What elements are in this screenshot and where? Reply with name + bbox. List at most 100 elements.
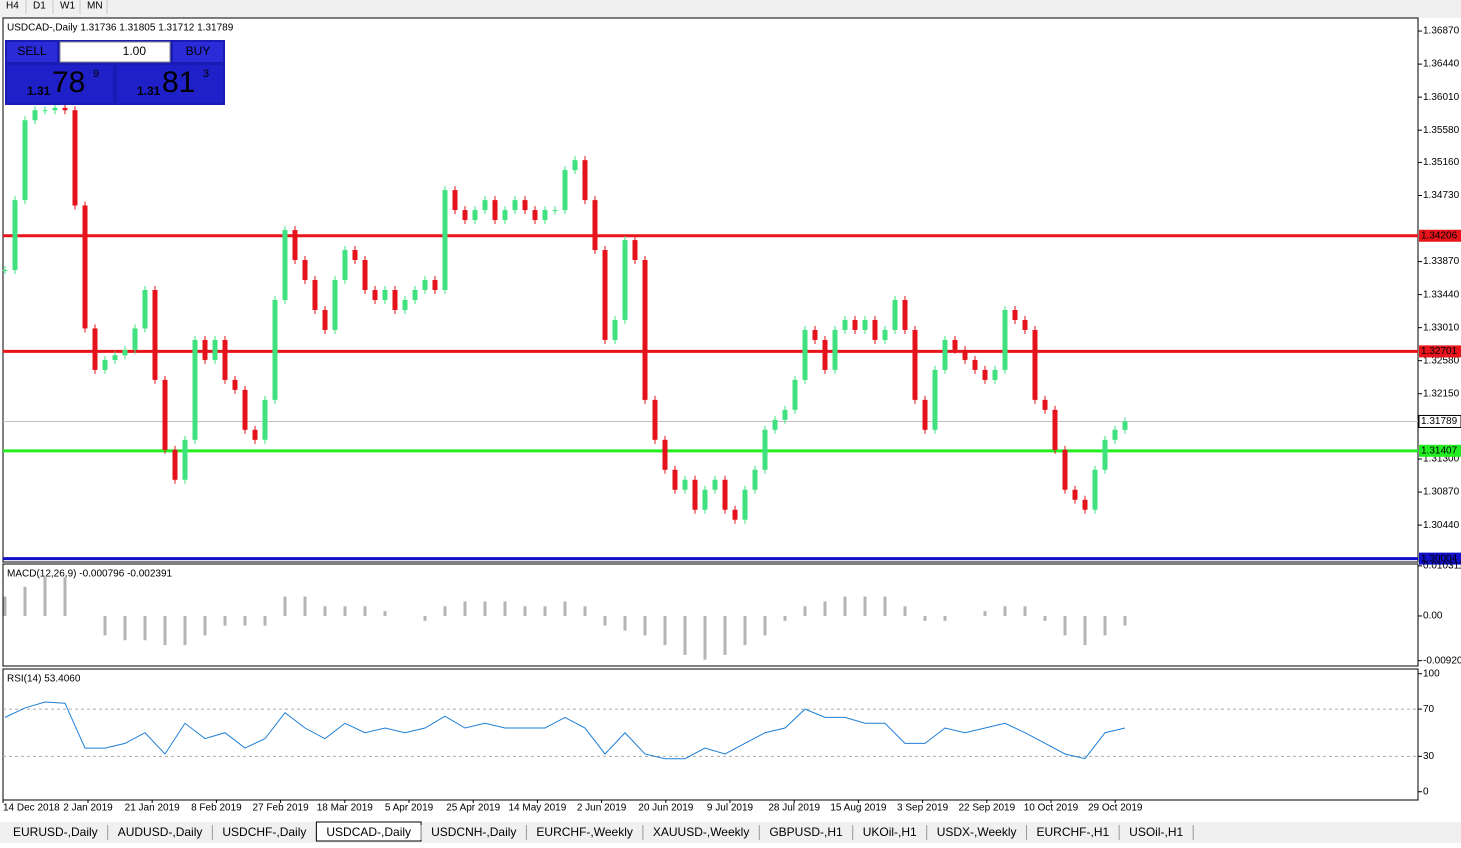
- candle: [492, 200, 498, 221]
- macd-bar: [443, 606, 447, 616]
- y-tick-label: 0: [1423, 786, 1429, 797]
- tab-label[interactable]: AUDUSD-,Daily: [118, 825, 203, 839]
- macd-bar: [363, 606, 367, 616]
- timeframe-button[interactable]: H4: [6, 1, 19, 12]
- x-tick-label: 27 Feb 2019: [253, 803, 310, 814]
- sell-label[interactable]: SELL: [17, 44, 47, 58]
- candle: [712, 479, 718, 490]
- rsi-line: [4, 701, 1126, 760]
- candle: [542, 210, 548, 221]
- level-label: 1.32701: [1421, 346, 1458, 357]
- candle: [282, 230, 288, 300]
- candle: [272, 299, 278, 400]
- macd-bar: [543, 606, 547, 616]
- y-tick-label: 1.35160: [1423, 157, 1460, 168]
- y-tick-label: 1.33440: [1423, 289, 1460, 300]
- candle: [142, 290, 148, 329]
- macd-bar: [923, 615, 927, 621]
- y-tick-label: 1.33870: [1423, 256, 1460, 267]
- macd-bar: [743, 615, 747, 646]
- candle: [772, 419, 778, 430]
- candle: [72, 110, 78, 206]
- x-tick-label: 3 Sep 2019: [897, 803, 949, 814]
- tab-label[interactable]: EURCHF-,Weekly: [536, 825, 632, 839]
- candle: [972, 359, 978, 370]
- panel-title: MACD(12,26,9) -0.000796 -0.002391: [7, 569, 173, 580]
- timeframe-button[interactable]: MN: [87, 1, 103, 12]
- timeframe-button[interactable]: D1: [33, 1, 46, 12]
- level-label: 1.34206: [1421, 230, 1458, 241]
- tab-label[interactable]: USDCHF-,Daily: [222, 825, 306, 839]
- bid-label-box: [1418, 414, 1461, 428]
- price-box[interactable]: [117, 65, 223, 103]
- candle: [762, 429, 768, 470]
- y-tick-label: 1.30870: [1423, 487, 1460, 498]
- buy-button[interactable]: [173, 42, 223, 62]
- x-tick-label: 2 Jun 2019: [577, 803, 627, 814]
- x-tick-label: 5 Apr 2019: [385, 803, 434, 814]
- level-label-box: [1419, 444, 1461, 457]
- candle: [1122, 421, 1128, 430]
- bid-label: 1.31789: [1421, 416, 1458, 427]
- candle: [312, 280, 318, 310]
- macd-panel: [2, 563, 1419, 667]
- x-tick-label: 18 Mar 2019: [317, 803, 374, 814]
- tab-label[interactable]: XAUUSD-,Weekly: [653, 825, 749, 839]
- x-tick-label: 25 Apr 2019: [446, 803, 500, 814]
- candle: [1002, 309, 1008, 370]
- macd-bar: [703, 615, 707, 660]
- lot-value[interactable]: 1.00: [123, 44, 147, 58]
- macd-bar: [423, 615, 427, 621]
- panel-title: RSI(14) 53.4060: [7, 674, 81, 685]
- candle: [152, 290, 158, 380]
- candle: [742, 489, 748, 520]
- tab-label[interactable]: USDCNH-,Daily: [431, 825, 516, 839]
- macd-bar: [763, 615, 767, 636]
- tab-label[interactable]: GBPUSD-,H1: [769, 825, 843, 839]
- candle: [422, 280, 428, 290]
- x-tick-label: 10 Oct 2019: [1024, 803, 1079, 814]
- price-pips: 81: [162, 66, 195, 99]
- candle: [632, 240, 638, 261]
- candle: [1062, 449, 1068, 490]
- candle: [1032, 329, 1038, 400]
- macd-bar: [823, 601, 827, 616]
- candle: [12, 200, 18, 271]
- tab-label[interactable]: EURUSD-,Daily: [13, 825, 98, 839]
- y-tick-label: 30: [1423, 751, 1435, 762]
- tab-label[interactable]: USOil-,H1: [1129, 825, 1183, 839]
- lot-field[interactable]: [59, 41, 171, 63]
- macd-bar: [3, 596, 7, 616]
- macd-bar: [1063, 615, 1067, 636]
- y-tick-label: -0.009203: [1423, 655, 1461, 666]
- y-tick-label: 1.32580: [1423, 355, 1460, 366]
- y-tick-label: 0.00: [1423, 611, 1443, 622]
- tab-label[interactable]: UKOil-,H1: [863, 825, 917, 839]
- candle: [792, 379, 798, 410]
- macd-bar: [1083, 615, 1087, 646]
- tab-label[interactable]: USDCAD-,Daily: [326, 825, 411, 839]
- candle: [1102, 439, 1108, 470]
- timeframe-button[interactable]: W1: [60, 1, 75, 12]
- macd-bar: [1043, 615, 1047, 621]
- candle: [512, 200, 518, 211]
- candle: [62, 107, 68, 111]
- candle: [342, 250, 348, 281]
- macd-bar: [43, 577, 47, 616]
- macd-bar: [223, 615, 227, 626]
- macd-bar: [1023, 606, 1027, 616]
- tab-label[interactable]: EURCHF-,H1: [1037, 825, 1110, 839]
- candle: [332, 280, 338, 330]
- macd-bar: [723, 615, 727, 655]
- tab-label[interactable]: USDX-,Weekly: [937, 825, 1017, 839]
- price-big: 1.31: [137, 84, 161, 98]
- candle: [582, 160, 588, 201]
- price-box[interactable]: [7, 65, 113, 103]
- candle: [552, 210, 558, 212]
- candle: [1012, 309, 1018, 320]
- macd-bar: [1003, 606, 1007, 616]
- candle: [482, 200, 488, 211]
- macd-bar: [343, 606, 347, 616]
- buy-label[interactable]: BUY: [186, 44, 211, 58]
- sell-button[interactable]: [7, 42, 57, 62]
